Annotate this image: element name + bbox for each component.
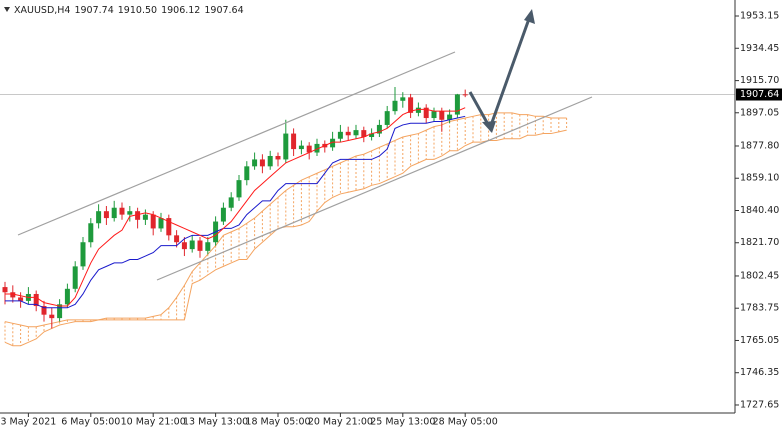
candle-body [49,314,55,319]
candle-body [127,211,133,215]
candle-body [423,107,429,119]
candle-body [158,218,164,229]
arrow-head [524,9,535,24]
forecast-arrow [468,9,535,133]
candle-body [174,235,180,243]
candle-body [220,207,226,222]
candle-body [57,304,63,319]
x-tick-label: 10 May 21:00 [121,417,186,428]
candle-body [181,242,187,250]
candle-body [189,240,195,250]
candle-body [72,266,78,289]
header-icon [4,7,10,12]
candle-body [291,133,297,150]
y-tick-label: 1877.80 [740,140,779,151]
candle-body [10,292,16,298]
candle-body [228,197,234,208]
candle-body [376,124,382,134]
x-tick-label: 13 May 13:00 [183,417,248,428]
candle-body [283,133,289,160]
candle-body [345,131,351,136]
symbol: XAUUSD,H4 [14,5,70,16]
last-price-box [736,88,782,101]
candle-body [439,111,445,120]
candle-body [306,145,312,153]
header: XAUUSD,H4 1907.74 1910.50 1906.12 1907.64 [14,5,244,16]
candle-body [2,287,8,293]
plot-area [0,86,735,347]
x-tick-label: 3 May 2021 [0,417,56,428]
y-tick-label: 1802.45 [740,270,779,281]
arrow-head [482,121,496,133]
candle-body [454,94,460,115]
y-tick-label: 1859.10 [740,173,779,184]
header-high: 1910.50 [118,5,157,16]
y-tick-label: 1915.70 [740,75,779,86]
y-tick-label: 1821.70 [740,237,779,248]
candle-body [111,207,117,219]
candle-body [384,111,390,125]
tenkan-line [5,107,466,307]
candle-body [337,131,343,139]
candle-body [353,130,359,136]
y-tick-label: 1897.05 [740,107,779,118]
candle-body [361,130,367,138]
candle-body [197,240,203,251]
cloud-edge [4,129,567,347]
x-tick-label: 6 May 05:00 [61,417,120,428]
candle-body [392,100,398,112]
candle-body [41,306,47,315]
candle-body [205,242,211,251]
candle-body [64,288,70,305]
candle-body [369,133,375,138]
y-tick-label: 1783.75 [740,303,779,314]
candle-body [18,297,24,301]
y-tick-label: 1727.65 [740,399,779,410]
candle-body [415,107,421,113]
header-low: 1906.12 [161,5,200,16]
y-tick-label: 1765.05 [740,335,779,346]
last-price-label: 1907.64 [740,89,779,100]
candle-body [119,207,125,215]
candle-body [88,223,94,243]
candle-body [236,180,242,198]
candle-body [252,159,258,167]
y-tick-label: 1953.15 [740,11,779,22]
candle-body [267,155,273,167]
x-tick-label: 25 May 13:00 [370,417,435,428]
candle-body [150,214,156,229]
x-tick-label: 18 May 05:00 [245,417,310,428]
header-open: 1907.74 [74,5,113,16]
candle-body [259,159,265,167]
candle-body [166,218,172,236]
candle-body [80,242,86,267]
x-tick-label: 20 May 21:00 [308,417,373,428]
x-tick-label: 28 May 05:00 [433,417,498,428]
candle-body [275,155,281,160]
candle-body [103,211,109,219]
channel-lower [156,96,593,281]
kijun-line [5,115,466,309]
candle-body [33,293,39,307]
candle-body [96,211,102,224]
candle-body [400,97,406,101]
header-close: 1907.64 [204,5,243,16]
candle-body [135,211,141,220]
candle-body [142,214,148,220]
candle-body [431,111,437,119]
y-tick-label: 1840.40 [740,205,779,216]
candle-body [314,143,320,153]
candle-body [462,94,468,96]
y-tick-label: 1746.35 [740,367,779,378]
candle-body [298,145,304,150]
candle-body [408,97,414,113]
y-tick-label: 1934.45 [740,43,779,54]
channel-upper [17,51,456,236]
candle-body [244,166,250,181]
candle-body [447,114,453,120]
candle-body [330,138,336,148]
